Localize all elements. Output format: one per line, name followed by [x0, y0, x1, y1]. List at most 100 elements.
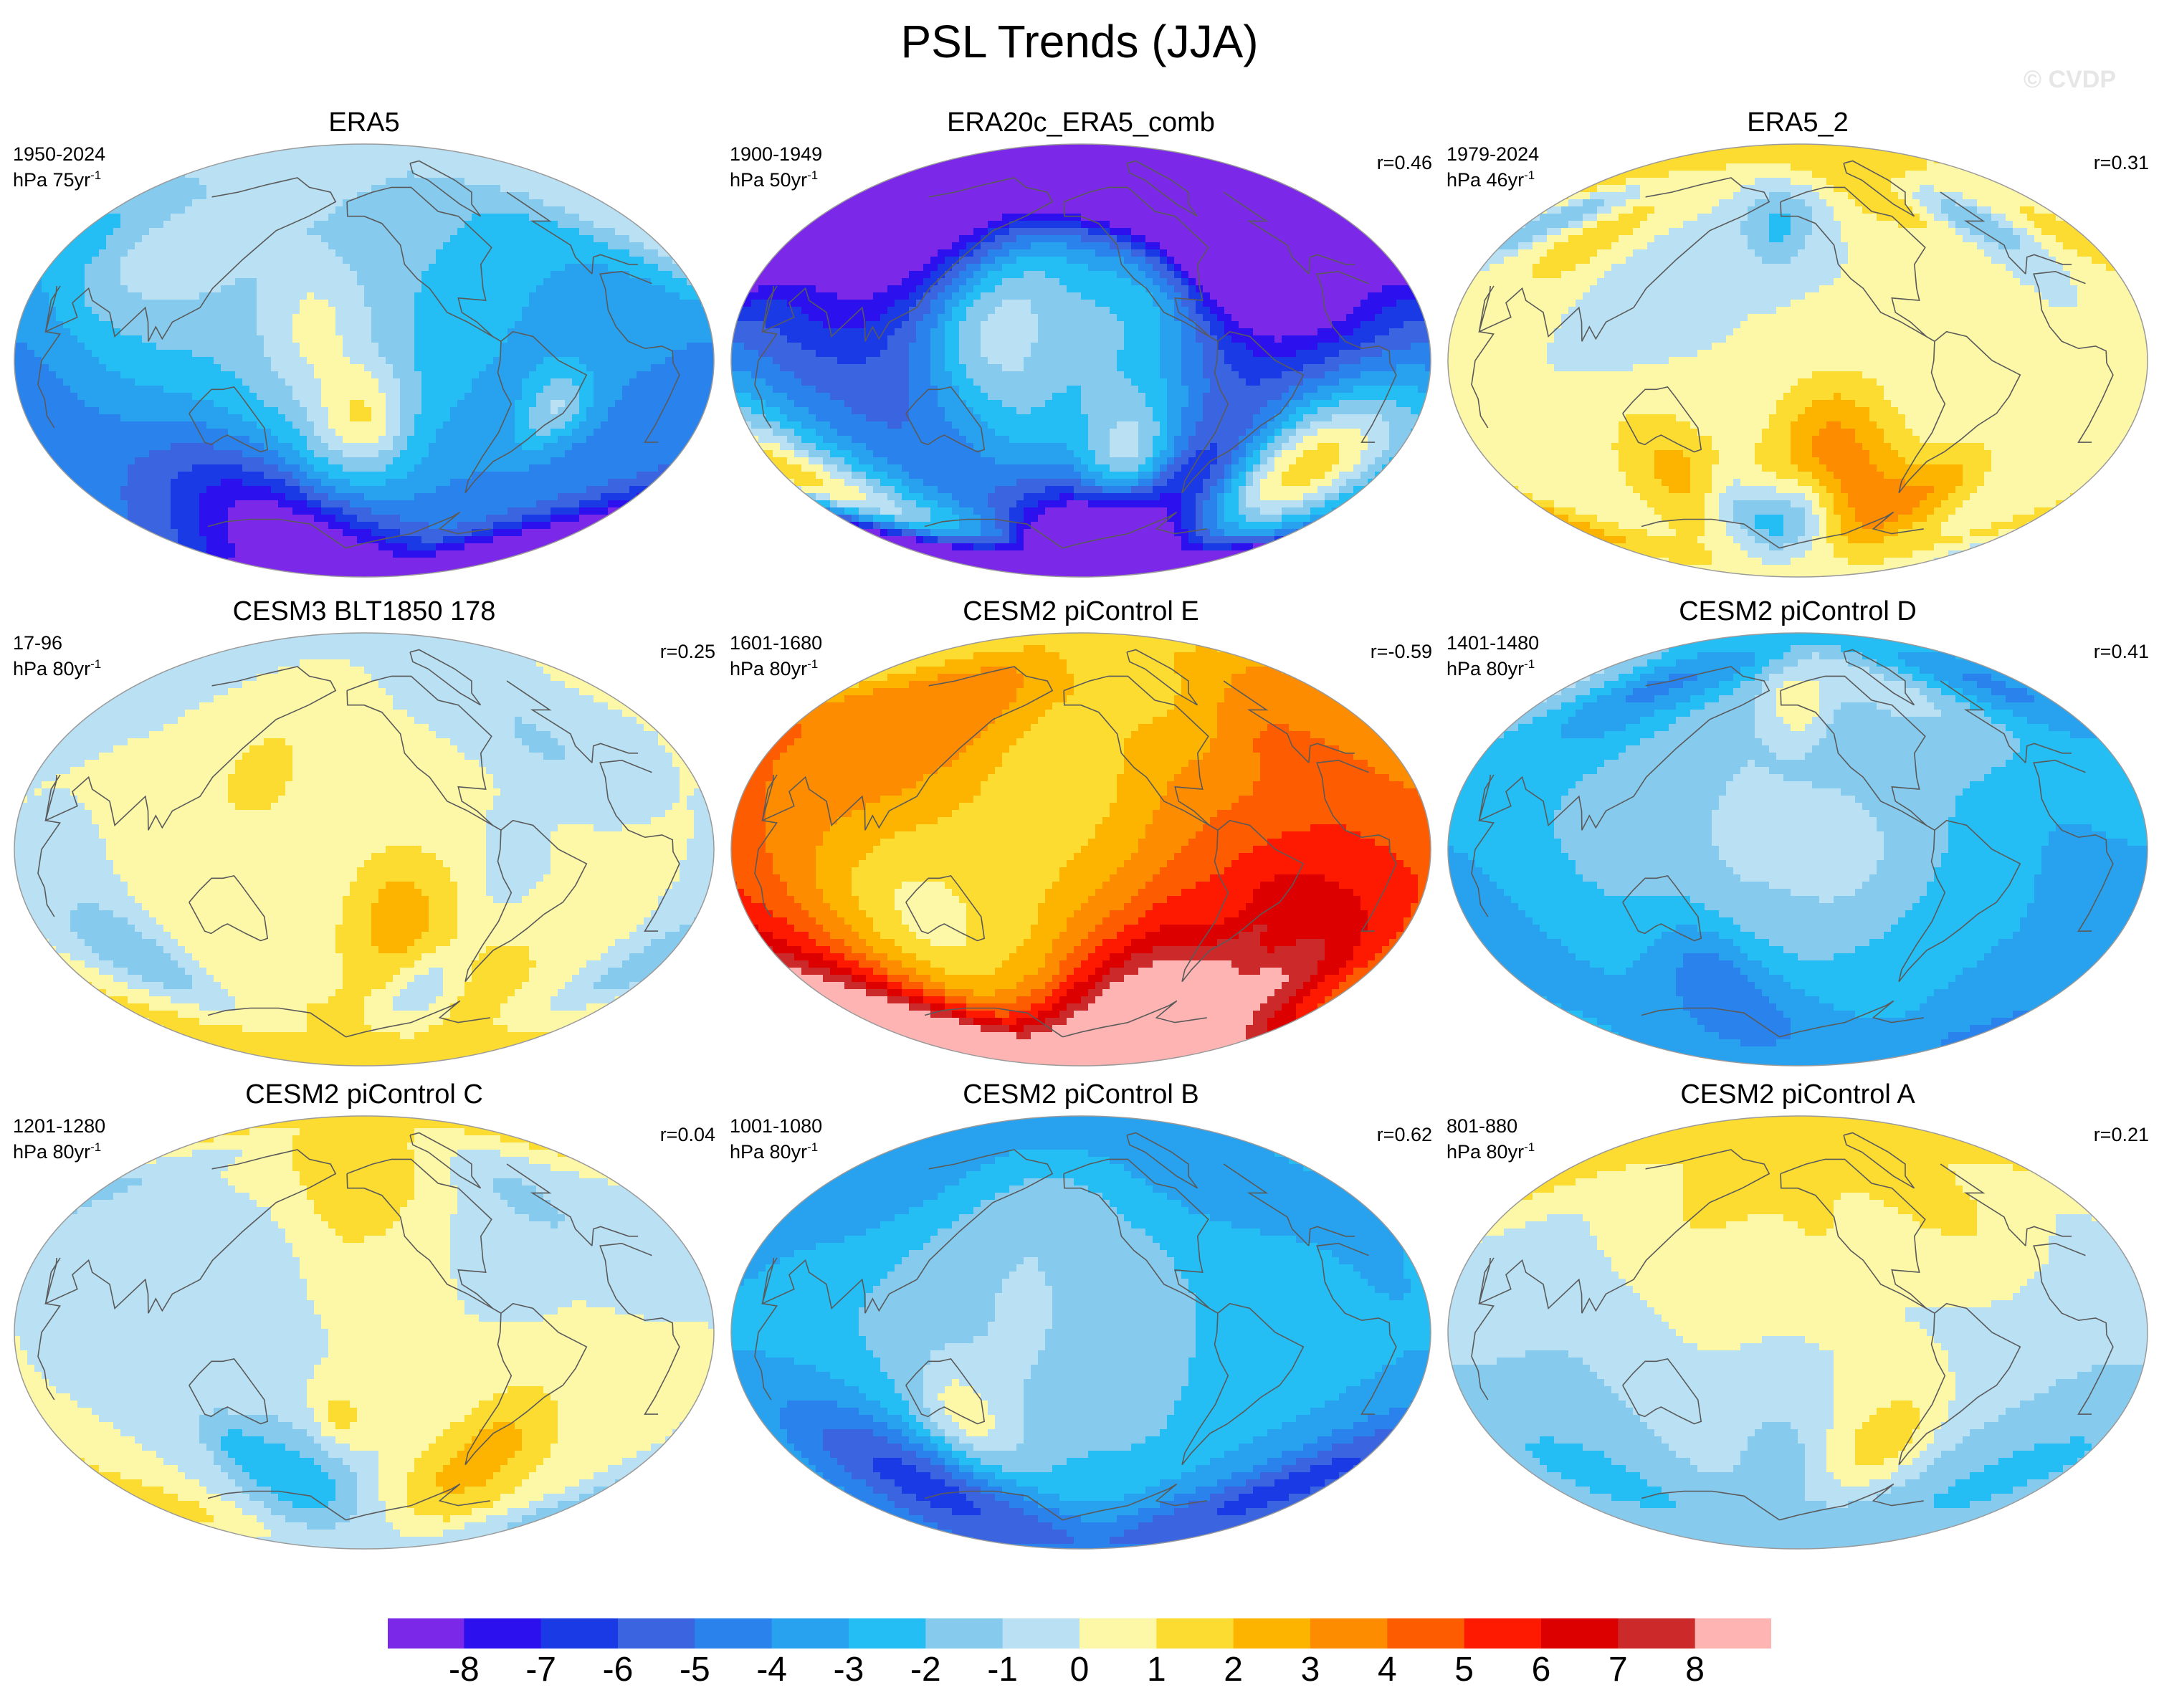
- field-cell: [766, 1264, 895, 1272]
- field-cell: [1296, 939, 1325, 947]
- field-cell: [852, 975, 867, 983]
- field-cell: [1805, 493, 1820, 501]
- field-cell: [1791, 457, 1820, 465]
- field-cell: [271, 1487, 336, 1494]
- field-cell: [357, 271, 422, 279]
- field-cell: [622, 1508, 644, 1516]
- field-cell: [99, 903, 143, 911]
- field-cell: [300, 1178, 415, 1186]
- field-cell: [837, 1150, 1010, 1158]
- field-cell: [1196, 335, 1218, 343]
- field-cell: [14, 264, 35, 272]
- field-cell: [816, 1243, 924, 1251]
- field-cell: [120, 565, 157, 573]
- field-cell: [551, 271, 630, 279]
- field-cell: [493, 796, 680, 803]
- field-cell: [1561, 271, 1605, 279]
- field-cell: [816, 429, 838, 436]
- field-cell: [1203, 357, 1225, 365]
- field-cell: [1533, 235, 1548, 243]
- field-cell: [14, 1537, 49, 1545]
- field-cell: [966, 400, 1003, 408]
- field-cell: [1110, 810, 1153, 818]
- field-cell: [522, 307, 714, 315]
- field-cell: [731, 946, 773, 954]
- field-cell: [731, 206, 1431, 214]
- field-cell: [14, 1458, 49, 1466]
- field-cell: [14, 271, 42, 279]
- field-cell: [1877, 817, 1949, 825]
- trend-map: [730, 632, 1431, 1067]
- field-cell: [1160, 335, 1182, 343]
- field-cell: [14, 249, 100, 257]
- field-cell: [414, 314, 523, 322]
- field-cell: [1834, 550, 1913, 558]
- field-cell: [1841, 515, 1856, 523]
- field-cell: [1253, 896, 1361, 904]
- field-cell: [1977, 486, 2092, 494]
- field-cell: [909, 486, 938, 494]
- field-cell: [1448, 638, 1490, 646]
- field-cell: [579, 1479, 616, 1487]
- field-cell: [731, 1479, 781, 1487]
- field-cell: [1210, 464, 1225, 472]
- field-cell: [2113, 522, 2128, 530]
- field-cell: [758, 659, 945, 667]
- field-cell: [307, 1293, 458, 1301]
- field-cell: [443, 1429, 480, 1437]
- field-cell: [2034, 507, 2085, 515]
- field-cell: [1016, 982, 1046, 990]
- field-cell: [1346, 996, 1397, 1004]
- field-cell: [1117, 271, 1146, 279]
- field-cell: [14, 910, 71, 918]
- field-cell: [414, 1508, 472, 1516]
- field-cell: [1425, 500, 1431, 508]
- field-cell: [14, 1408, 92, 1416]
- field-cell: [1360, 982, 1383, 990]
- field-cell: [1124, 257, 1146, 264]
- field-cell: [2013, 271, 2071, 279]
- field-cell: [1131, 228, 1431, 236]
- field-cell: [436, 257, 644, 264]
- field-cell: [257, 307, 300, 315]
- field-cell: [70, 925, 135, 932]
- field-cell: [1368, 910, 1411, 918]
- field-cell: [1805, 550, 1834, 558]
- field-cell: [744, 1279, 881, 1287]
- field-cell: [335, 1436, 437, 1444]
- field-cell: [1375, 1429, 1419, 1437]
- field-cell: [1547, 996, 1684, 1004]
- field-cell: [1948, 1032, 2028, 1040]
- field-cell: [1418, 702, 1431, 710]
- field-cell: [1317, 486, 1340, 494]
- field-cell: [14, 753, 100, 760]
- field-cell: [14, 633, 714, 639]
- field-cell: [464, 1300, 573, 1308]
- field-cell: [285, 493, 308, 501]
- field-cell: [887, 996, 910, 1004]
- field-cell: [1834, 393, 1841, 401]
- field-cell: [414, 307, 523, 315]
- field-cell: [1360, 932, 1397, 940]
- field-cell: [1448, 925, 1540, 932]
- field-cell: [257, 1515, 286, 1523]
- field-cell: [464, 753, 544, 760]
- field-cell: [1396, 300, 1431, 307]
- field-cell: [952, 760, 1003, 768]
- field-cell: [1246, 464, 1254, 472]
- field-cell: [414, 939, 451, 947]
- field-cell: [801, 500, 809, 508]
- field-cell: [543, 357, 580, 365]
- field-cell: [1181, 357, 1204, 365]
- field-cell: [565, 421, 580, 429]
- field-cell: [1576, 867, 1734, 875]
- field-cell: [400, 386, 422, 393]
- field-cell: [787, 917, 816, 925]
- field-cell: [314, 450, 343, 458]
- period-label: 1950-2024: [13, 143, 106, 165]
- field-cell: [543, 874, 680, 882]
- field-cell: [973, 1207, 1117, 1215]
- field-cell: [357, 874, 451, 882]
- field-cell: [70, 910, 114, 918]
- field-cell: [1726, 788, 1841, 796]
